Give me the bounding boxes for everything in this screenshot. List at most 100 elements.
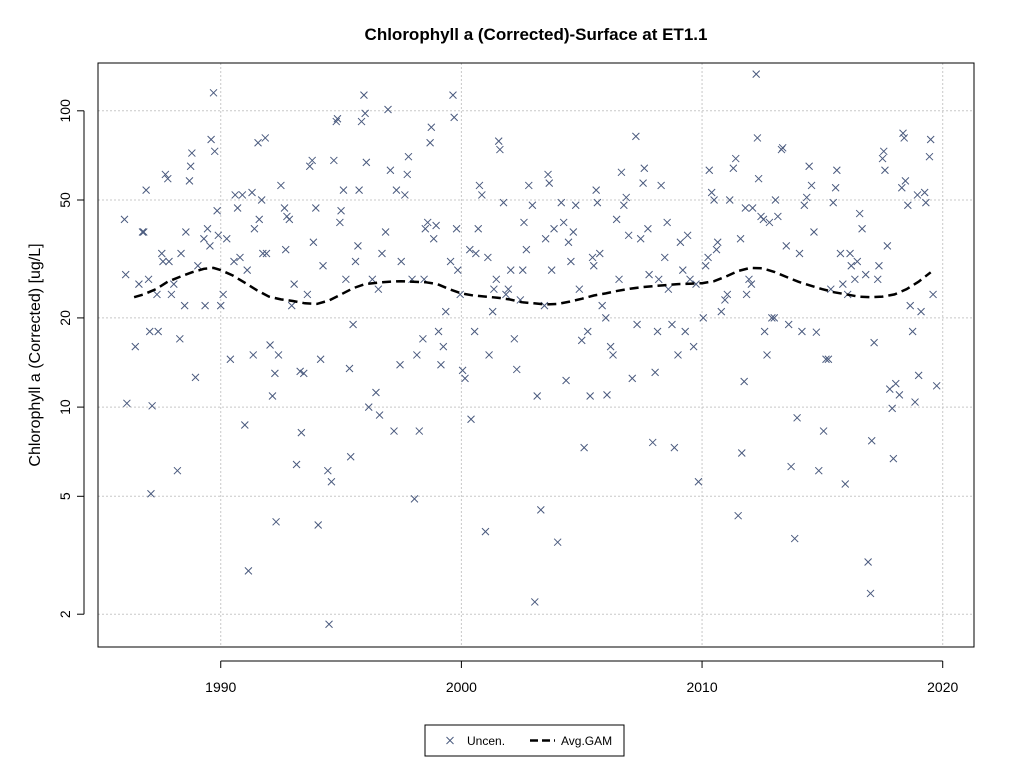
data-point xyxy=(670,443,679,452)
x-tick-label: 2010 xyxy=(686,679,717,695)
data-point xyxy=(142,186,150,194)
data-point xyxy=(262,249,271,258)
data-point xyxy=(139,228,148,236)
data-point xyxy=(386,166,395,175)
data-point xyxy=(810,228,818,236)
data-point xyxy=(864,558,872,566)
data-point xyxy=(639,179,647,187)
data-point xyxy=(471,249,480,258)
data-point xyxy=(169,280,178,289)
data-point xyxy=(692,280,700,289)
data-point xyxy=(601,314,610,322)
data-point xyxy=(858,224,866,233)
data-point-stroke xyxy=(186,162,195,171)
data-point xyxy=(271,369,279,378)
data-point xyxy=(900,134,909,142)
data-point xyxy=(346,452,355,461)
data-point xyxy=(188,149,196,157)
data-point-stroke xyxy=(926,135,935,144)
y-tick-label: 100 xyxy=(57,99,73,123)
data-point-stroke xyxy=(280,204,289,212)
data-point xyxy=(502,290,510,299)
data-point-stroke xyxy=(866,589,875,598)
data-point-stroke xyxy=(475,181,484,190)
data-point xyxy=(575,285,584,294)
data-point-stroke xyxy=(390,427,398,435)
data-point-stroke xyxy=(145,327,154,336)
data-point-stroke xyxy=(748,204,757,212)
data-point-stroke xyxy=(713,238,722,247)
data-point-stroke xyxy=(580,443,588,452)
data-point-stroke xyxy=(236,253,244,262)
data-point xyxy=(510,334,519,343)
data-point xyxy=(185,177,194,185)
data-point-stroke xyxy=(277,181,285,190)
data-point-stroke xyxy=(721,296,729,304)
data-point-stroke xyxy=(544,170,552,179)
data-point-stroke xyxy=(800,201,809,210)
data-point xyxy=(913,191,922,199)
data-point xyxy=(906,301,915,310)
data-point-stroke xyxy=(858,224,866,233)
data-point-stroke xyxy=(699,314,708,322)
data-point-stroke xyxy=(258,249,267,258)
data-point xyxy=(303,290,312,299)
y-tick-label: 20 xyxy=(57,310,73,326)
data-point-stroke xyxy=(530,598,539,606)
x-axis: 1990 2000 2010 2020 xyxy=(205,660,958,695)
data-point xyxy=(274,351,283,359)
data-point xyxy=(897,183,906,192)
data-point-stroke xyxy=(908,327,917,336)
data-point-stroke xyxy=(188,149,196,157)
data-point xyxy=(177,249,185,258)
data-point-stroke xyxy=(458,366,467,375)
data-point xyxy=(450,113,459,122)
data-point-stroke xyxy=(819,427,828,435)
data-point-stroke xyxy=(316,355,325,364)
data-point xyxy=(636,234,645,243)
chart-title: Chlorophyll a (Corrected)-Surface at ET1… xyxy=(365,25,708,44)
data-point xyxy=(891,379,900,388)
data-point xyxy=(712,245,721,254)
data-point-stroke xyxy=(325,620,333,629)
data-point xyxy=(255,215,264,224)
data-point xyxy=(213,206,221,215)
data-point-stroke xyxy=(165,257,173,266)
data-point-stroke xyxy=(271,369,279,378)
data-point xyxy=(439,342,448,351)
data-point xyxy=(683,231,692,240)
data-point-stroke xyxy=(571,201,580,210)
data-point xyxy=(544,170,552,179)
data-point xyxy=(567,257,575,266)
data-point xyxy=(123,399,131,408)
data-point xyxy=(285,215,294,224)
data-point-stroke xyxy=(185,177,194,185)
data-point xyxy=(603,390,611,399)
data-point xyxy=(131,342,140,351)
data-point-stroke xyxy=(836,249,845,258)
data-point-stroke xyxy=(287,301,296,310)
data-point xyxy=(731,154,740,163)
data-point xyxy=(771,196,780,204)
data-point xyxy=(475,181,484,190)
data-point xyxy=(287,301,296,310)
data-point-stroke xyxy=(274,351,283,359)
data-point xyxy=(404,152,413,161)
data-point-stroke xyxy=(471,249,480,258)
data-point-stroke xyxy=(490,285,498,294)
data-point-stroke xyxy=(855,209,864,218)
data-point xyxy=(914,371,923,380)
data-point xyxy=(547,266,556,274)
data-point xyxy=(812,328,821,337)
data-point-stroke xyxy=(575,285,584,294)
data-point-stroke xyxy=(243,266,252,274)
data-point-stroke xyxy=(861,270,870,279)
data-point xyxy=(754,174,763,183)
data-point-stroke xyxy=(173,466,182,475)
data-point xyxy=(593,198,602,207)
data-point-stroke xyxy=(763,351,771,359)
data-point-stroke xyxy=(311,204,320,212)
data-point xyxy=(488,307,497,316)
data-point xyxy=(929,290,937,299)
data-point-stroke xyxy=(297,428,306,437)
